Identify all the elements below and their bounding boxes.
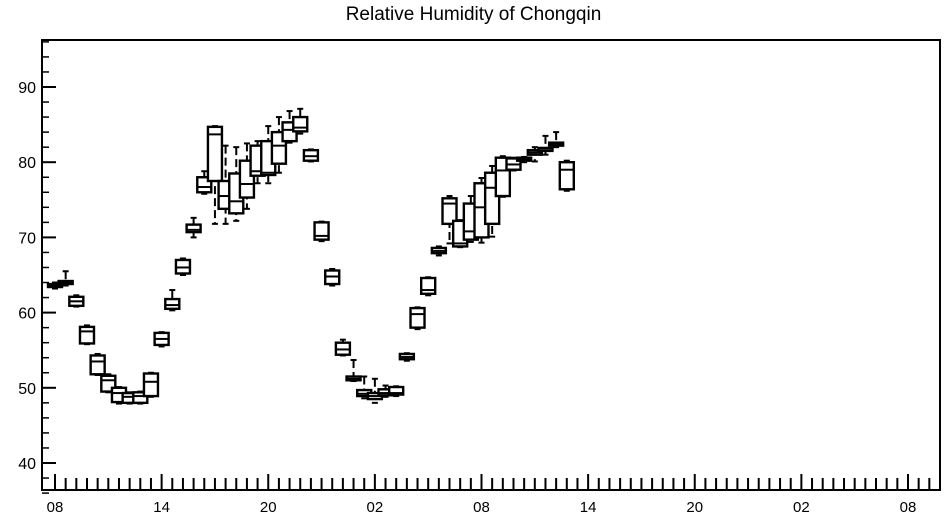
box-rect — [89, 354, 106, 376]
x-tick-label: 08 — [900, 499, 917, 516]
box — [505, 156, 522, 172]
box — [57, 270, 74, 287]
y-tick-label: 80 — [18, 155, 36, 172]
box — [398, 352, 416, 362]
box-rect — [558, 160, 575, 191]
box-rect — [206, 125, 224, 183]
box — [142, 371, 160, 398]
box — [558, 159, 575, 192]
box-rect — [185, 223, 202, 234]
box — [206, 125, 224, 225]
box — [292, 107, 309, 135]
box — [302, 148, 320, 163]
x-tick-label: 08 — [473, 499, 490, 516]
box-rect — [164, 297, 181, 311]
x-tick-label: 14 — [153, 499, 170, 516]
y-tick-label: 60 — [18, 306, 36, 323]
plot-frame — [41, 39, 941, 491]
box — [345, 358, 362, 383]
y-tick-label: 70 — [18, 230, 36, 247]
box-rect — [292, 115, 309, 133]
box-rect — [419, 276, 437, 295]
box — [68, 294, 85, 308]
box — [185, 216, 202, 239]
box — [89, 352, 106, 377]
box-rect — [441, 197, 458, 226]
x-tick-label: 02 — [367, 499, 384, 516]
box — [547, 131, 565, 149]
box — [388, 385, 405, 398]
box — [537, 134, 554, 156]
box-rect — [132, 391, 149, 405]
y-tick-label: 40 — [18, 456, 36, 473]
box — [46, 281, 64, 290]
x-tick-label: 20 — [686, 499, 703, 516]
chart-title: Relative Humidity of Chongqin — [345, 4, 602, 25]
box — [174, 257, 192, 276]
box — [324, 267, 341, 287]
x-tick-label: 14 — [580, 499, 597, 516]
box-rect — [388, 385, 405, 396]
y-axis: 40 50 60 70 80 90 — [18, 41, 56, 494]
box — [78, 324, 96, 346]
x-tick-label: 20 — [260, 499, 277, 516]
box-rect — [78, 325, 96, 345]
boxes-group — [46, 107, 575, 405]
box — [334, 338, 352, 357]
x-tick-label: 02 — [793, 499, 810, 516]
box — [441, 195, 458, 245]
box-rect — [409, 306, 426, 329]
box — [526, 146, 544, 163]
box — [164, 289, 181, 312]
box — [419, 276, 437, 297]
y-tick-label: 50 — [18, 381, 36, 398]
box-rect — [142, 372, 160, 398]
x-tick-label: 08 — [47, 499, 64, 516]
box — [430, 245, 448, 257]
box — [515, 155, 533, 164]
box — [153, 331, 170, 348]
box — [356, 375, 373, 400]
box — [409, 306, 426, 331]
y-tick-label: 90 — [18, 80, 36, 97]
x-axis: 08 14 20 02 08 14 20 02 08 — [47, 474, 931, 516]
box-rect — [313, 221, 330, 241]
box — [313, 220, 330, 243]
